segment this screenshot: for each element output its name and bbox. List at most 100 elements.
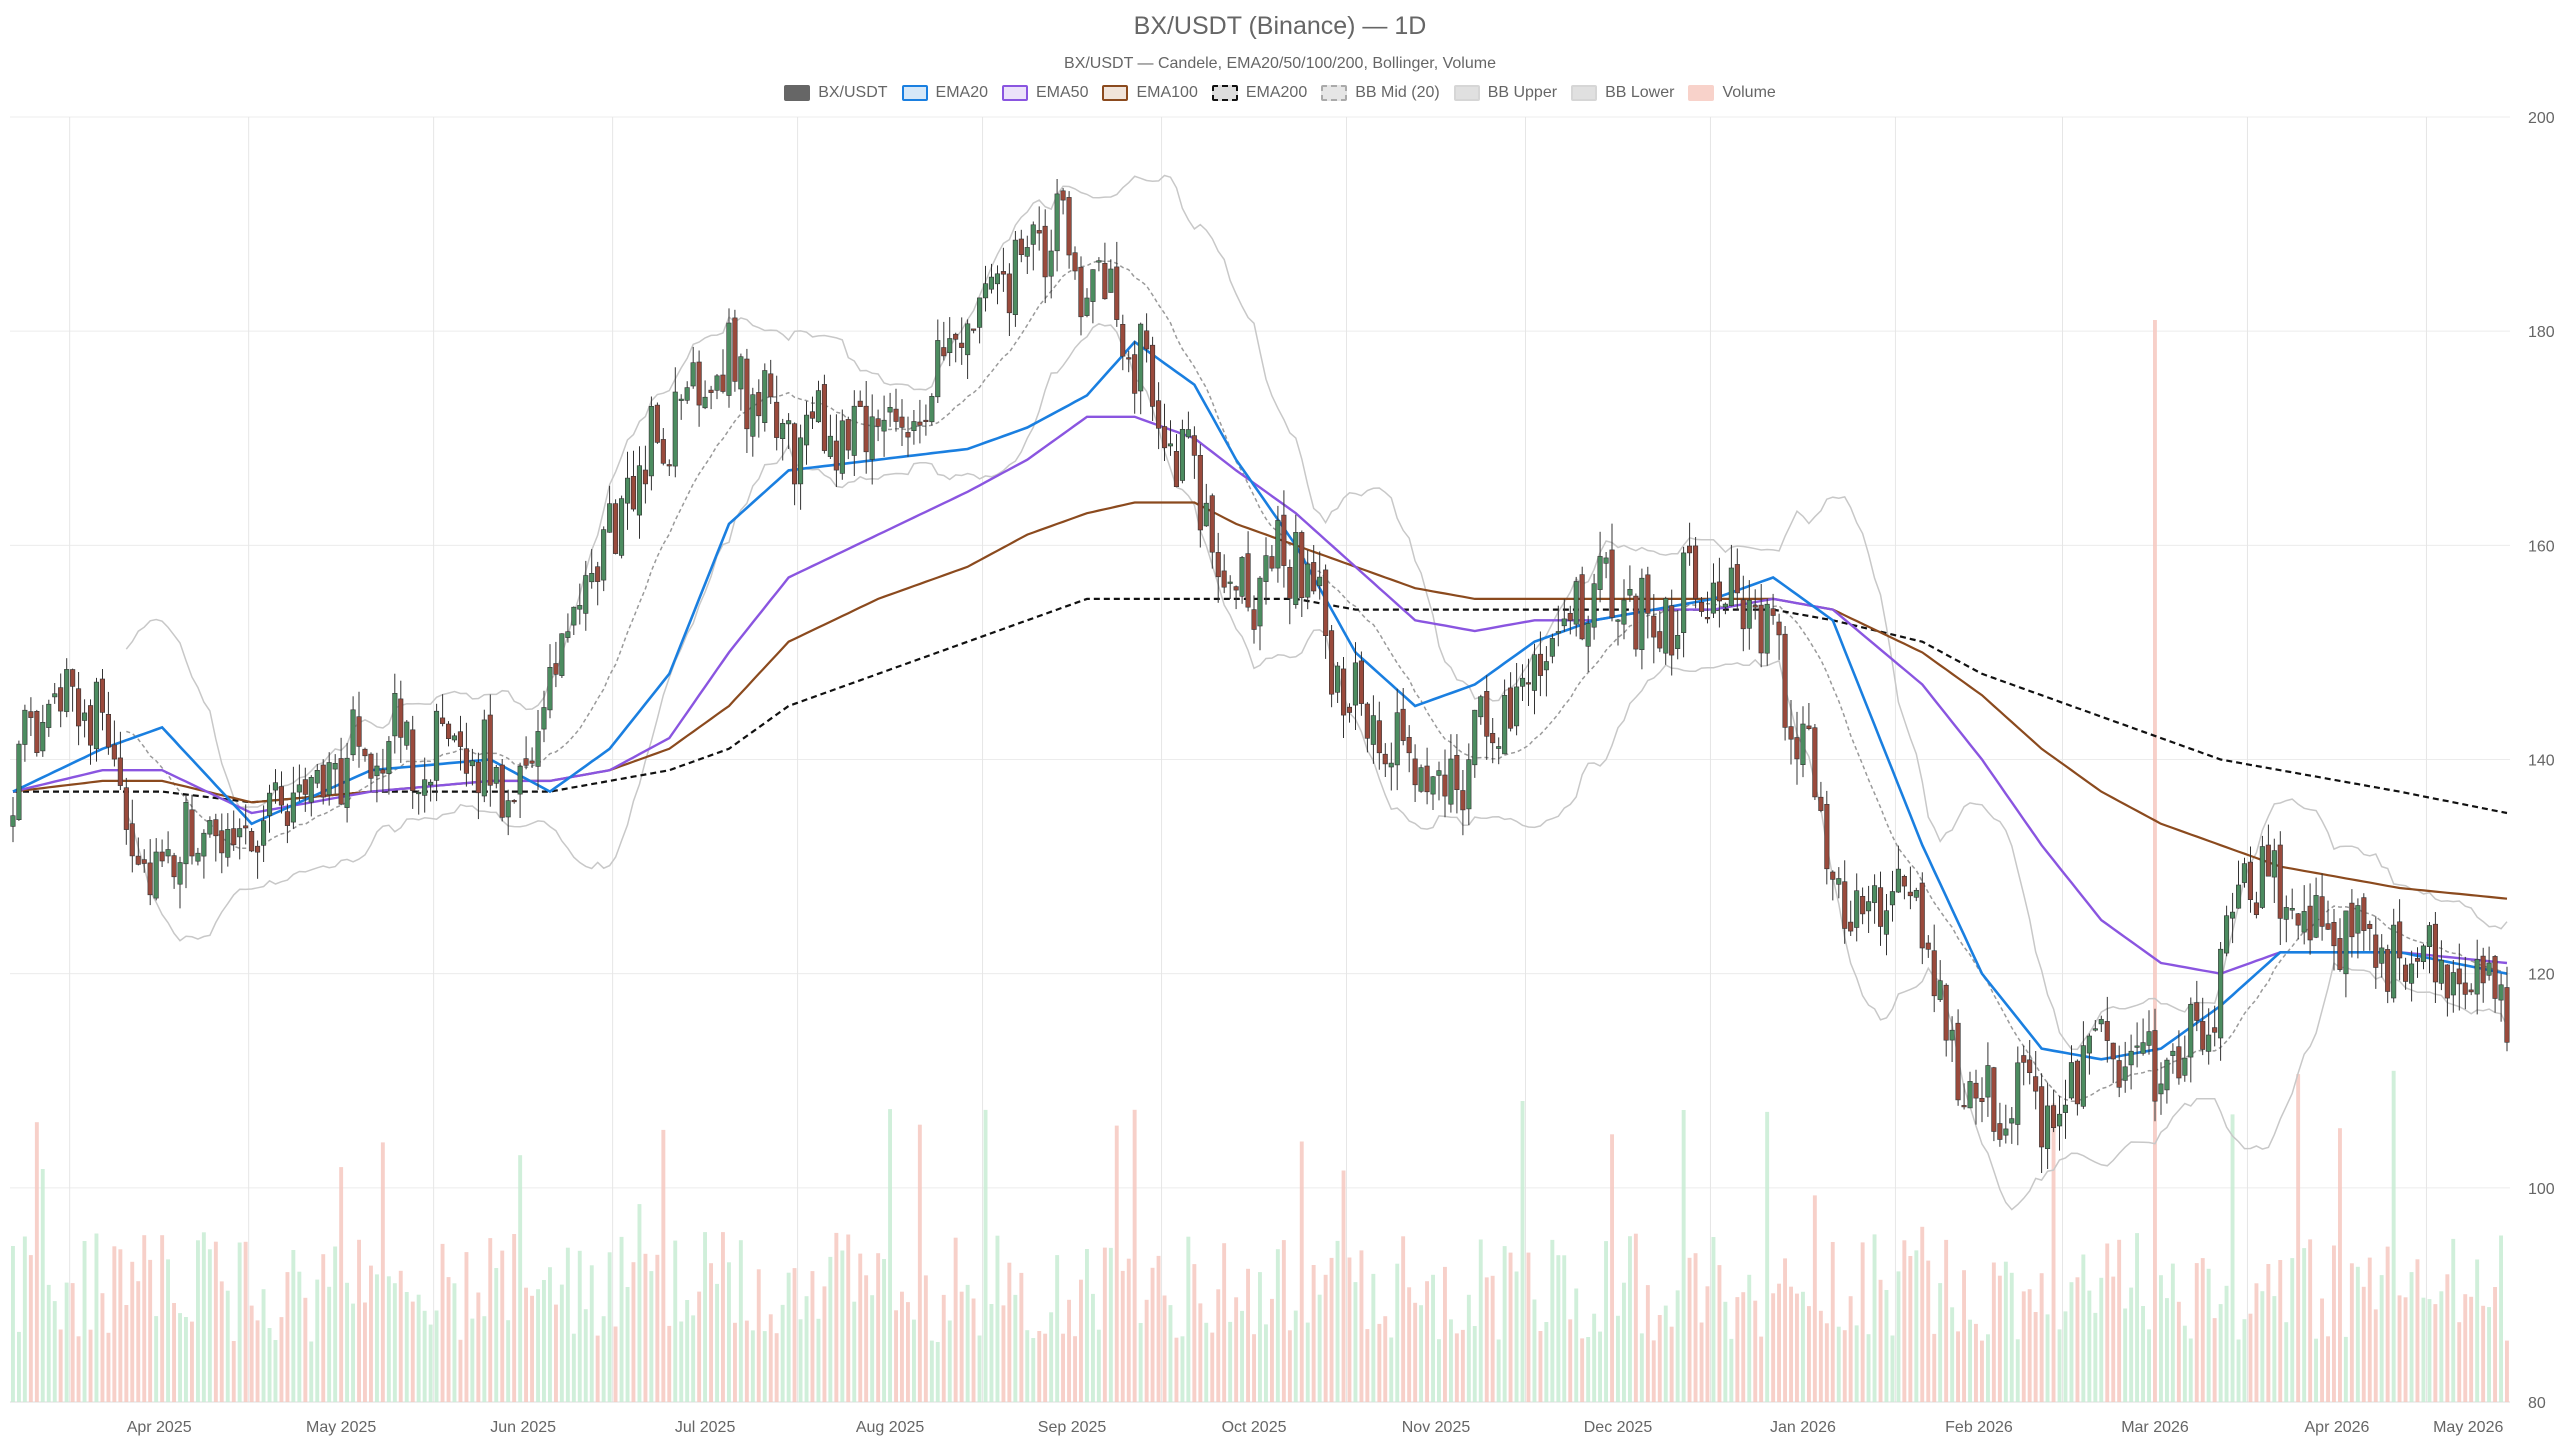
candle-body (141, 859, 147, 864)
volume-bar (1126, 1258, 1131, 1402)
volume-bar (1079, 1279, 1083, 1402)
volume-bar (2147, 1329, 2151, 1402)
x-tick-label: Apr 2025 (127, 1419, 192, 1436)
volume-bar (1085, 1249, 1089, 1402)
volume-bar (1693, 1253, 1698, 1402)
candle-body (249, 830, 255, 852)
candle-body (1937, 980, 1943, 1000)
legend-item[interactable]: BB Upper (1453, 84, 1557, 102)
legend-item[interactable]: BB Lower (1571, 84, 1674, 102)
candle-body (1800, 723, 1806, 766)
volume-bar (22, 1236, 27, 1402)
candle-body (1305, 563, 1311, 598)
candle-body (2319, 896, 2325, 927)
volume-bar (846, 1234, 851, 1402)
volume-bar (488, 1238, 493, 1402)
volume-bar (1974, 1323, 1978, 1402)
candle-body (1287, 566, 1293, 599)
candle-body (1078, 266, 1084, 318)
volume-bar (1216, 1289, 1221, 1402)
volume-bar (452, 1283, 457, 1402)
candle-body (1012, 239, 1018, 316)
legend-item[interactable]: EMA200 (1211, 84, 1307, 102)
volume-bar (2206, 1268, 2211, 1402)
candle-body (1728, 567, 1734, 606)
legend-item[interactable]: Volume (1688, 84, 1776, 102)
legend-item[interactable]: EMA50 (1002, 84, 1088, 102)
candle-body (457, 731, 464, 747)
candle-body (2051, 1105, 2057, 1128)
volume-bar (1586, 1337, 1591, 1402)
volume-bar (709, 1263, 713, 1402)
candle-body (750, 394, 756, 437)
volume-bar (88, 1329, 93, 1402)
candle-body (1919, 882, 1925, 949)
candle-body (1669, 605, 1675, 656)
volume-bar (1043, 1333, 1048, 1402)
volume-bar (989, 1304, 994, 1402)
volume-bar (1013, 1294, 1018, 1402)
volume-bar (434, 1310, 439, 1402)
legend-item[interactable]: BX/USDT (784, 84, 888, 102)
candle-body (1000, 271, 1007, 275)
candle-body (595, 566, 601, 582)
volume-bar (1317, 1294, 1322, 1402)
legend-item[interactable]: EMA100 (1102, 84, 1198, 102)
candle-body (439, 717, 446, 724)
legend-item[interactable]: EMA20 (901, 84, 988, 102)
volume-bar (1073, 1336, 1077, 1402)
volume-bar (750, 1330, 755, 1402)
volume-bar (1454, 1333, 1459, 1402)
volume-bar (816, 1318, 821, 1402)
volume-bar (2326, 1336, 2330, 1402)
volume-bar (1699, 1322, 1704, 1402)
candle-body (410, 729, 416, 791)
volume-bar (1717, 1265, 1722, 1402)
volume-bar (1878, 1279, 1883, 1402)
candle-body (1525, 682, 1531, 685)
volume-bar (1514, 1271, 1519, 1402)
volume-bar (1604, 1241, 1608, 1402)
y-tick-label: 160 (2528, 538, 2555, 555)
candle-body (2373, 934, 2379, 968)
volume-bar (2343, 1336, 2348, 1402)
candle-body (219, 830, 225, 854)
legend-item[interactable]: BB Mid (20) (1321, 84, 1440, 102)
candle-body (105, 713, 111, 748)
legend-swatch (784, 85, 811, 101)
volume-bar (810, 1271, 815, 1402)
candle-body (1048, 250, 1054, 277)
candle-body (481, 719, 487, 797)
volume-bar (2039, 1273, 2044, 1402)
candle-body (1788, 726, 1794, 740)
volume-bar (2081, 1254, 2086, 1402)
volume-bar (1490, 1275, 1495, 1402)
candle-body (46, 703, 52, 728)
candle-body (905, 432, 911, 438)
bb-lower-line (125, 322, 2508, 1211)
candle-body (2152, 1030, 2158, 1102)
volume-bar (1246, 1268, 1250, 1402)
volume-bar (1818, 1310, 1823, 1402)
volume-bar (2499, 1235, 2503, 1402)
candle-body (1949, 1029, 1955, 1041)
volume-bar (733, 1322, 737, 1402)
volume-bar (2123, 1308, 2128, 1402)
volume-bar (1914, 1250, 1919, 1402)
y-tick-label: 200 (2528, 110, 2555, 127)
volume-bar (983, 1109, 988, 1402)
legend-label: EMA100 (1136, 84, 1198, 101)
candle-body (469, 760, 475, 767)
candle-body (1907, 891, 1913, 897)
ema50-line (12, 415, 2508, 975)
volume-bar (1049, 1312, 1054, 1402)
candle-body (1442, 774, 1448, 797)
volume-bar (2165, 1298, 2169, 1402)
candle-body (1311, 562, 1317, 592)
candle-body (1597, 556, 1603, 590)
candle-body (2361, 897, 2367, 931)
candle-body (1872, 885, 1878, 903)
volume-bar (261, 1289, 266, 1402)
legend-label: EMA50 (1036, 84, 1089, 101)
volume-bar (744, 1320, 749, 1402)
